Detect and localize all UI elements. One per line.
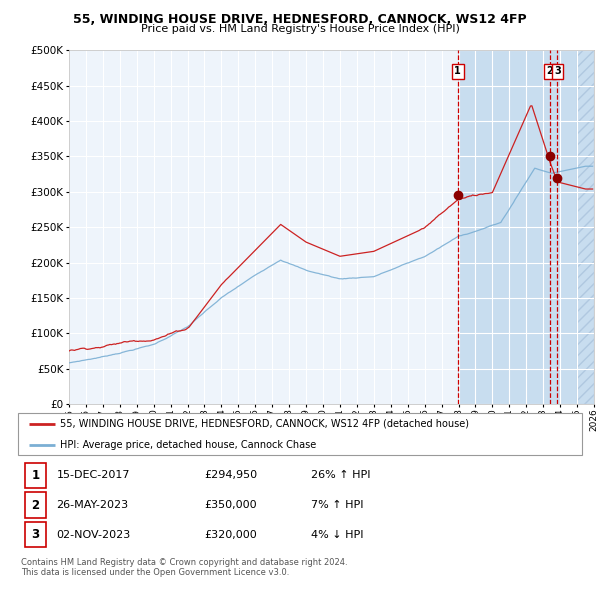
Text: 1: 1	[454, 67, 461, 76]
Text: 2: 2	[547, 67, 553, 76]
Text: £350,000: £350,000	[204, 500, 257, 510]
Text: 02-NOV-2023: 02-NOV-2023	[56, 530, 131, 540]
Text: 55, WINDING HOUSE DRIVE, HEDNESFORD, CANNOCK, WS12 4FP: 55, WINDING HOUSE DRIVE, HEDNESFORD, CAN…	[73, 13, 527, 26]
Text: This data is licensed under the Open Government Licence v3.0.: This data is licensed under the Open Gov…	[21, 568, 289, 576]
Bar	[25, 522, 46, 547]
Text: £294,950: £294,950	[204, 470, 257, 480]
Text: Contains HM Land Registry data © Crown copyright and database right 2024.: Contains HM Land Registry data © Crown c…	[21, 558, 347, 566]
Bar	[25, 493, 46, 517]
Text: 1: 1	[31, 469, 40, 482]
Bar	[577, 50, 594, 404]
Text: 3: 3	[31, 528, 40, 541]
Text: 3: 3	[554, 67, 561, 76]
Text: 26-MAY-2023: 26-MAY-2023	[56, 500, 128, 510]
Text: 26% ↑ HPI: 26% ↑ HPI	[311, 470, 371, 480]
Text: 2: 2	[31, 499, 40, 512]
Text: 55, WINDING HOUSE DRIVE, HEDNESFORD, CANNOCK, WS12 4FP (detached house): 55, WINDING HOUSE DRIVE, HEDNESFORD, CAN…	[60, 419, 469, 428]
Text: £320,000: £320,000	[204, 530, 257, 540]
Text: Price paid vs. HM Land Registry's House Price Index (HPI): Price paid vs. HM Land Registry's House …	[140, 24, 460, 34]
Text: 4% ↓ HPI: 4% ↓ HPI	[311, 530, 364, 540]
Text: 7% ↑ HPI: 7% ↑ HPI	[311, 500, 364, 510]
Text: HPI: Average price, detached house, Cannock Chase: HPI: Average price, detached house, Cann…	[60, 440, 317, 450]
Text: 15-DEC-2017: 15-DEC-2017	[56, 470, 130, 480]
Bar	[25, 463, 46, 488]
Bar	[458, 50, 594, 404]
